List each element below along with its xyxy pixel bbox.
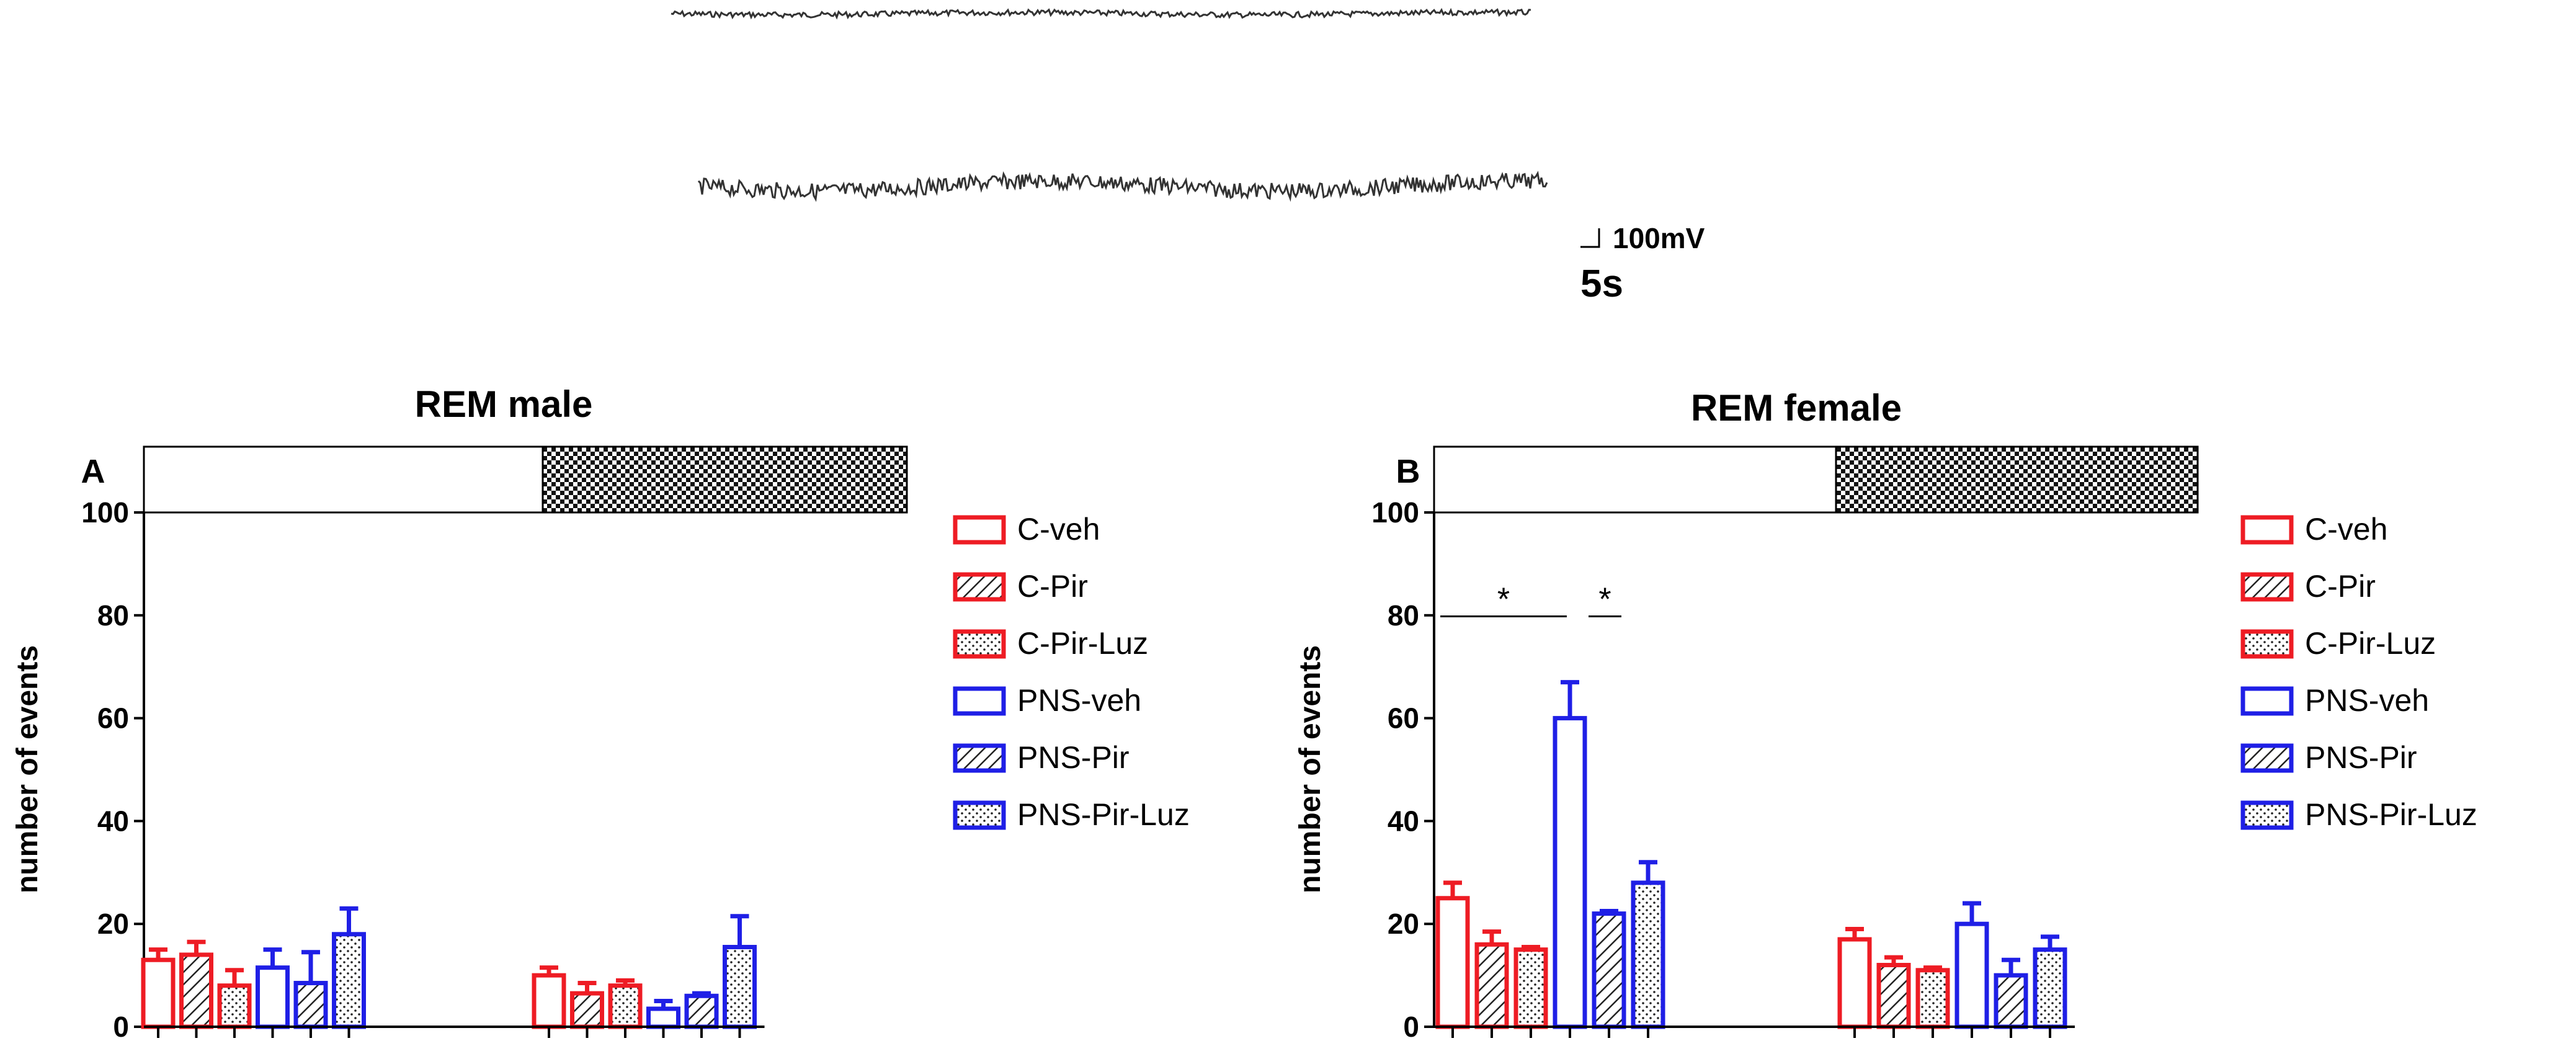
bar-light-c-pir-luz [217, 983, 252, 1029]
bar-dark-pns-pir [684, 993, 719, 1029]
bar-dark-pns-pir-luz [2033, 947, 2067, 1029]
legend-label: C-veh [2305, 512, 2387, 547]
legend-b: C-veh C-Pir C-Pir-Luz PNS-veh PNS-Pir PNS-Pir… [2240, 512, 2477, 832]
bar-light-c-pir [1474, 942, 1509, 1029]
legend-label: PNS-Pir [2305, 740, 2417, 775]
legend-swatch [953, 629, 1006, 659]
bar-light-pns-pir-luz [332, 932, 366, 1029]
legend-swatch [953, 743, 1006, 773]
bar-dark-pns-veh [646, 1006, 680, 1029]
legend-swatch [953, 686, 1006, 716]
panel-title: REM female [1691, 387, 1902, 429]
scale-bar-line [1580, 228, 1600, 248]
bar-light-c-veh [1435, 896, 1470, 1029]
bar-dark-c-pir [1876, 963, 1911, 1029]
legend-label: C-Pir-Luz [1017, 626, 1148, 661]
y-tick-label: 0 [113, 1011, 129, 1043]
legend-label: PNS-Pir-Luz [2305, 797, 2477, 832]
legend-swatch [2240, 572, 2294, 602]
eeg-trace-upper [671, 7, 1531, 20]
legend-swatch [2240, 515, 2294, 545]
significance-marker: * [1497, 582, 1510, 618]
bar-dark-pns-veh [1954, 921, 1989, 1029]
phase-bar-light [1433, 445, 1837, 514]
y-axis-label: number of events [1294, 645, 1327, 893]
y-tick-label: 100 [81, 496, 129, 529]
significance-marker: * [1598, 582, 1611, 618]
bar-dark-c-pir-luz [1915, 968, 1950, 1029]
panel-label: A [81, 453, 105, 490]
phase-bar-dark [541, 445, 908, 514]
legend-swatch [2240, 743, 2294, 773]
y-tick-label: 40 [1388, 805, 1419, 837]
legend-swatch [2240, 800, 2294, 830]
bar-dark-c-pir-luz [608, 983, 643, 1029]
panel-b-rem-female: REM female B number of events 0 20 40 60 80 1… [1294, 387, 2199, 1043]
legend-label: PNS-veh [1017, 683, 1141, 718]
legend-label: C-Pir [2305, 569, 2376, 604]
y-tick-label: 100 [1371, 496, 1419, 529]
bar-dark-c-pir [570, 991, 604, 1029]
y-tick-label: 80 [1388, 599, 1419, 632]
bar-dark-c-veh [532, 973, 566, 1029]
plot-area: 0 20 40 60 80 100 [81, 445, 908, 1043]
y-tick-label: 80 [97, 599, 129, 632]
legend-label: C-Pir [1017, 569, 1088, 604]
legend-label: PNS-veh [2305, 683, 2429, 718]
legend-label: C-Pir-Luz [2305, 626, 2436, 661]
legend-label: C-veh [1017, 512, 1100, 547]
bar-light-c-pir [179, 952, 213, 1029]
bar-light-pns-veh [1553, 716, 1587, 1029]
scale-voltage-label: 100mV [1613, 222, 1705, 254]
legend-swatch [953, 515, 1006, 545]
scale-bar: 100mV 5s [1580, 222, 1705, 305]
plot-area: 0 20 40 60 80 100 * * [1371, 445, 2199, 1043]
phase-bar-dark [1835, 445, 2199, 514]
legend-a: C-veh C-Pir C-Pir-Luz PNS-veh PNS-Pir PNS-Pir… [953, 512, 1190, 832]
y-tick-label: 60 [97, 702, 129, 735]
y-tick-label: 40 [97, 805, 129, 837]
bar-dark-c-veh [1837, 937, 1872, 1029]
bar-light-c-veh [141, 957, 176, 1029]
legend-label: PNS-Pir [1017, 740, 1130, 775]
legend-swatch [2240, 686, 2294, 716]
y-tick-label: 60 [1388, 702, 1419, 735]
legend-swatch [2240, 629, 2294, 659]
legend-label: PNS-Pir-Luz [1017, 797, 1190, 832]
bar-light-pns-pir [293, 981, 328, 1029]
legend-swatch [953, 572, 1006, 602]
legend-swatch [953, 800, 1006, 830]
eeg-trace-lower [697, 171, 1548, 202]
bar-dark-pns-pir [1994, 973, 2028, 1029]
panel-a-rem-male: REM male A number of events 0 20 40 60 80 100 [11, 383, 908, 1043]
phase-bar-light [143, 445, 544, 514]
y-tick-label: 20 [97, 908, 129, 940]
scale-time-label: 5s [1580, 262, 1623, 305]
y-axis-label: number of events [11, 645, 44, 893]
bar-light-pns-veh [256, 965, 290, 1029]
y-tick-label: 20 [1388, 908, 1419, 940]
y-tick-label: 0 [1403, 1011, 1419, 1043]
panel-title: REM male [415, 383, 593, 425]
bar-light-pns-pir [1592, 911, 1626, 1029]
bar-light-pns-pir-luz [1631, 880, 1665, 1029]
bar-light-c-pir-luz [1513, 947, 1548, 1029]
panel-label: B [1396, 453, 1420, 490]
bar-dark-pns-pir-luz [723, 945, 757, 1029]
